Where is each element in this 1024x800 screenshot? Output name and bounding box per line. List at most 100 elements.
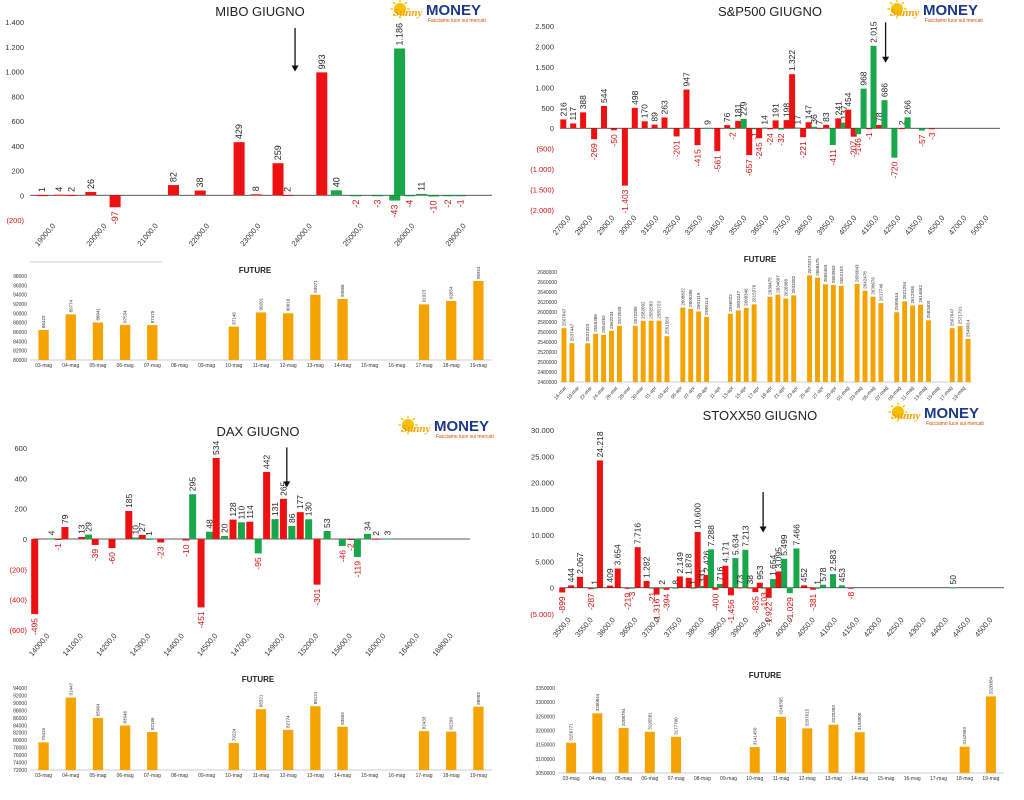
future-bar xyxy=(965,338,971,382)
future-value-label: 2601119 xyxy=(696,292,701,309)
future-bar xyxy=(446,300,457,360)
future-value-label: 2567647 xyxy=(950,308,955,326)
future-y-tick: 98000 xyxy=(13,274,27,280)
future-x-tick: 05-mag xyxy=(615,776,632,782)
future-x-tick: 05-apr xyxy=(670,385,684,400)
future-value-label: 2612936 xyxy=(910,286,915,304)
arrow-head-icon xyxy=(882,56,890,63)
future-bar xyxy=(592,713,603,773)
y-tick-label: 600 xyxy=(14,444,27,453)
future-y-tick: 2660000 xyxy=(538,280,558,286)
future-bar xyxy=(561,328,567,382)
x-tick-label: 4150,0 xyxy=(840,616,862,639)
oi-bar xyxy=(254,539,262,554)
x-tick-label: 4500,0 xyxy=(925,214,947,237)
future-x-tick: 27-apr xyxy=(812,385,826,400)
x-tick-label: 3850,0 xyxy=(793,214,815,237)
oi-bar-label: -10 xyxy=(429,200,439,213)
oi-bar-label: -835 xyxy=(750,596,760,613)
oi-bar-label: -119 xyxy=(352,561,362,578)
chart-title: STOXX50 GIUGNO xyxy=(703,408,818,423)
stoxx-chart: STOXX50 GIUGNO30.00025.00020.00015.00010… xyxy=(530,408,1004,639)
future-x-tick: 12-mag xyxy=(280,773,297,779)
oi-bar-label: 331 xyxy=(697,569,707,583)
future-title: FUTURE xyxy=(749,671,782,680)
oi-bar xyxy=(899,128,906,130)
future-bar xyxy=(802,728,813,773)
oi-bar-label: 452 xyxy=(799,568,809,582)
future-value-label: 3248395 xyxy=(779,697,784,715)
future-bar xyxy=(870,296,876,382)
oi-bar xyxy=(212,458,220,539)
oi-bar xyxy=(716,583,723,588)
future-x-tick: 12-mag xyxy=(799,776,816,782)
oi-bar xyxy=(197,539,205,608)
future-value-label: 2590114 xyxy=(704,297,709,315)
x-tick-label: 23000,0 xyxy=(238,222,262,249)
future-y-tick: 3150000 xyxy=(536,743,556,749)
future-y-tick: 82000 xyxy=(13,731,27,737)
y-tick-label: 5.000 xyxy=(535,557,554,566)
future-bar xyxy=(815,277,820,382)
brand-money-text: MONEY xyxy=(426,2,481,19)
oi-bar-label: 265 xyxy=(278,481,288,495)
oi-bar xyxy=(742,549,749,588)
x-tick-label: 3550,0 xyxy=(727,214,749,237)
future-value-label: 2652153 xyxy=(839,266,844,284)
oi-bar-label: 29 xyxy=(83,522,93,532)
y-tick-label: 200 xyxy=(14,505,27,514)
sun-icon xyxy=(892,406,904,418)
future-y-tick: 2540000 xyxy=(538,340,558,346)
oi-bar xyxy=(881,100,888,129)
future-y-tick: 90000 xyxy=(13,701,27,707)
oi-bar xyxy=(676,576,683,588)
future-x-tick: 18-mag xyxy=(443,773,460,779)
oi-bar-label: 263 xyxy=(660,100,670,114)
oi-bar xyxy=(271,519,279,539)
future-x-tick: 08-mag xyxy=(171,363,188,369)
oi-bar-label: -411 xyxy=(828,149,838,166)
oi-bar-label: 185 xyxy=(124,493,134,507)
oi-bar-label: 3.654 xyxy=(613,544,623,566)
x-tick-label: 15200,0 xyxy=(296,632,320,659)
oi-bar-label: 27 xyxy=(137,522,147,532)
future-bar xyxy=(609,330,614,382)
x-tick-label: 2800,0 xyxy=(573,214,595,237)
oi-bar-label: -24 xyxy=(765,133,775,146)
oi-bar xyxy=(125,510,133,539)
future-x-tick: 03-mag xyxy=(35,363,52,369)
future-x-tick: 15-mag xyxy=(877,776,894,782)
oi-bar xyxy=(36,195,48,197)
future-bar xyxy=(878,303,884,382)
oi-bar-label: 9 xyxy=(702,120,712,125)
future-bar xyxy=(566,742,577,773)
oi-bar xyxy=(918,128,925,131)
future-value-label: 2673374 xyxy=(807,255,812,273)
x-tick-label: 14100,0 xyxy=(61,632,85,659)
future-x-tick: 09-mag xyxy=(198,773,215,779)
y-tick-label: 600 xyxy=(11,117,24,126)
future-bar xyxy=(854,732,865,773)
future-x-tick: 06-mag xyxy=(117,773,134,779)
oi-bar xyxy=(621,128,628,186)
oi-bar xyxy=(629,587,636,589)
x-tick-label: 25000,0 xyxy=(341,222,365,249)
future-x-tick: 11-mag xyxy=(773,776,790,782)
oi-bar-label: 11 xyxy=(416,182,426,191)
oi-bar-label: 1 xyxy=(589,580,599,585)
sun-ray xyxy=(412,417,416,421)
oi-bar xyxy=(651,124,658,129)
future-value-label: 2630475 xyxy=(767,277,772,295)
oi-bar xyxy=(778,128,785,130)
brand-money-text: MONEY xyxy=(923,2,978,19)
x-tick-label: 19000,0 xyxy=(33,222,57,249)
future-x-tick: 08-mag xyxy=(171,773,188,779)
oi-bar xyxy=(624,587,631,589)
oi-bar xyxy=(305,519,313,539)
x-tick-label: 3350,0 xyxy=(683,214,705,237)
future-bar xyxy=(749,747,760,773)
future-bar xyxy=(838,285,844,382)
future-x-tick: 13-apr xyxy=(721,385,735,400)
